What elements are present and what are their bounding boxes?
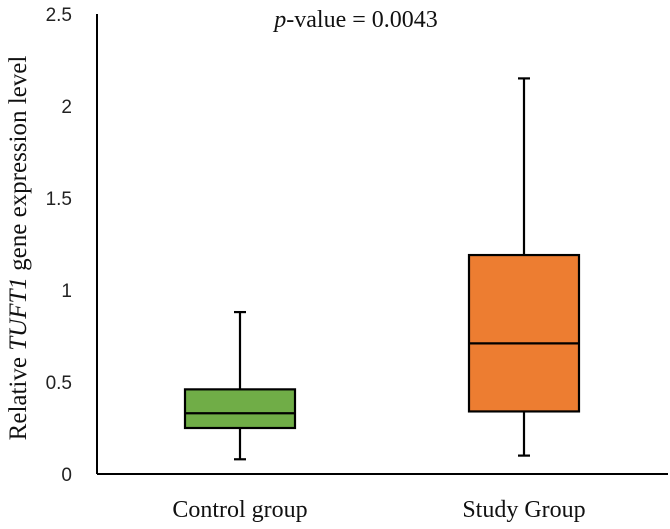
y-tick-label-4: 2 — [61, 97, 72, 118]
y-tick-label-2: 1 — [61, 281, 72, 302]
x-category-label-1: Study Group — [462, 497, 585, 523]
y-tick-label-3: 1.5 — [46, 189, 72, 210]
y-tick-labels: 0 0.5 1 1.5 2 2.5 — [46, 5, 72, 486]
y-axis-title-after: gene expression level — [5, 56, 32, 278]
p-value-prefix: p — [272, 7, 286, 33]
p-value-annotation: p-value = 0.0043 — [272, 7, 438, 33]
y-axis-title: Relative TUFT1 gene expression level — [5, 56, 32, 441]
x-category-label-0: Control group — [172, 497, 307, 523]
y-tick-label-5: 2.5 — [46, 5, 72, 26]
box-1 — [467, 253, 581, 413]
boxes — [183, 77, 581, 461]
y-tick-label-1: 0.5 — [46, 373, 72, 394]
box-0 — [183, 388, 297, 430]
y-tick-label-0: 0 — [61, 465, 72, 486]
x-category-labels: Control group Study Group — [172, 497, 585, 523]
axes — [96, 14, 668, 475]
y-axis-title-gene: TUFT1 — [5, 277, 32, 351]
p-value-text: -value = 0.0043 — [286, 7, 438, 33]
y-axis-title-before: Relative — [5, 351, 32, 441]
